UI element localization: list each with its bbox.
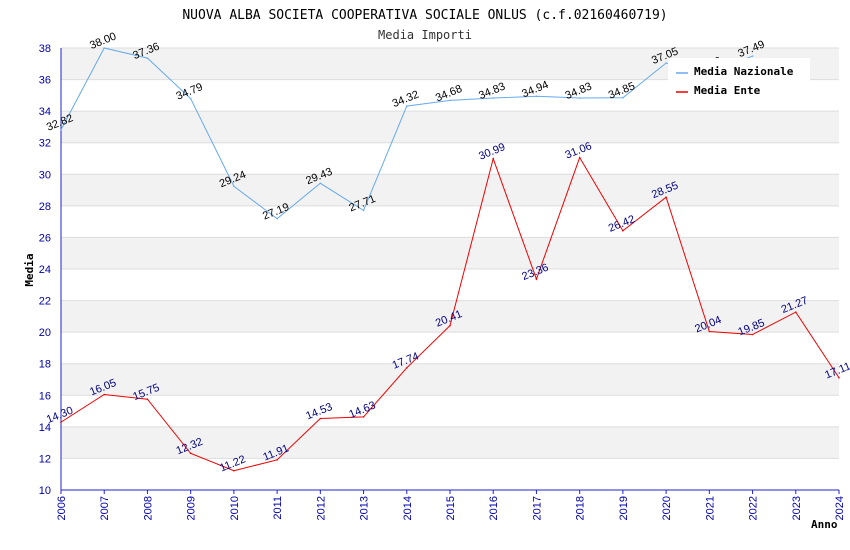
data-point [146,398,149,401]
data-label: 30.99 [477,141,507,162]
y-tick-label: 24 [39,264,51,276]
y-tick-label: 30 [39,169,51,181]
data-point [492,157,495,160]
x-tick-label: 2017 [531,496,543,520]
y-tick-label: 18 [39,359,51,371]
data-point [405,105,408,107]
y-tick-label: 16 [39,390,51,402]
data-point [449,324,451,327]
data-label: 34.32 [391,89,421,110]
legend-label-media-nazionale: Media Nazionale [694,65,794,78]
chart-title: NUOVA ALBA SOCIETA COOPERATIVA SOCIALE O… [182,8,667,23]
grid-band [61,300,839,333]
data-point [189,97,192,100]
y-tick-label: 10 [39,485,51,497]
y-axis-label: Media [23,253,36,286]
data-point [233,185,235,188]
data-point [362,416,365,418]
data-label: 26.42 [607,213,637,234]
data-point [622,96,624,99]
y-tick-label: 36 [39,75,51,87]
data-point [405,367,408,369]
chart-subtitle: Media Importi [378,28,472,42]
x-tick-label: 2023 [791,496,803,520]
grid-band [61,363,839,396]
x-tick-label: 2020 [661,496,673,520]
legend: Media Nazionale Media Ente [668,58,810,102]
data-point [276,459,278,461]
data-point [103,47,106,49]
x-tick-label: 2018 [575,496,587,520]
x-tick-label: 2019 [618,496,630,520]
data-point [146,57,149,59]
data-label: 34.79 [175,81,205,102]
x-tick-label: 2008 [142,496,154,520]
data-point [535,278,538,280]
data-label: 34.83 [564,81,594,102]
data-point [578,97,581,99]
x-tick-label: 2015 [445,496,457,520]
y-tick-label: 22 [39,296,51,308]
x-tick-label: 2007 [99,496,111,520]
legend-label-media-ente: Media Ente [694,84,761,97]
grid-band [61,237,839,269]
x-tick-label: 2014 [402,496,414,520]
y-tick-label: 20 [39,327,51,339]
x-tick-label: 2009 [186,496,198,520]
data-point [665,196,667,198]
data-point [665,62,667,64]
y-tick-label: 34 [39,106,51,118]
data-point [319,182,322,185]
grid-band [61,111,839,143]
data-point [319,417,322,420]
data-label: 14.30 [45,405,75,426]
y-tick-label: 38 [39,43,51,55]
data-label: 31.06 [564,140,594,161]
x-tick-label: 2013 [359,496,371,520]
y-tick-label: 12 [39,453,51,465]
x-tick-label: 2024 [834,496,846,520]
data-point [838,376,840,379]
data-point [622,229,624,232]
y-tick-label: 28 [39,201,51,213]
x-tick-labels: 2006 2007 2008 2009 2010 2011 2012 2013 2014 2015… [56,496,846,520]
y-tick-label: 32 [39,138,51,150]
data-label: 34.85 [607,80,637,101]
data-point [233,469,235,472]
data-label: 34.83 [477,81,507,102]
data-label: 14.63 [347,399,377,420]
x-tick-label: 2012 [315,496,327,520]
x-tick-label: 2022 [748,496,760,520]
data-point [362,209,365,212]
grid-bands [61,48,839,459]
data-point [60,128,62,131]
x-tick-label: 2010 [229,496,241,520]
legend-box [668,58,810,102]
data-point [189,452,192,455]
x-axis-label: Anno [811,518,838,531]
y-tick-label: 14 [39,422,51,434]
data-point [276,217,278,220]
data-point [449,99,451,102]
y-tick-labels: 10 12 14 16 18 20 22 24 26 28 30 32 34 36 38 [39,43,51,497]
data-point [492,97,495,99]
data-point [751,333,754,336]
grid-band [61,174,839,206]
data-point [60,421,62,423]
x-tick-label: 2021 [704,496,716,520]
data-label: 34.68 [434,83,464,104]
data-point [103,393,106,396]
x-tick-label: 2006 [56,496,68,520]
y-tick-label: 26 [39,232,51,244]
data-point [751,55,754,57]
data-point [794,311,797,313]
x-tick-label: 2011 [272,496,284,520]
data-point [535,95,538,98]
x-tick-label: 2016 [488,496,500,520]
data-point [578,156,581,159]
data-point [708,330,711,333]
